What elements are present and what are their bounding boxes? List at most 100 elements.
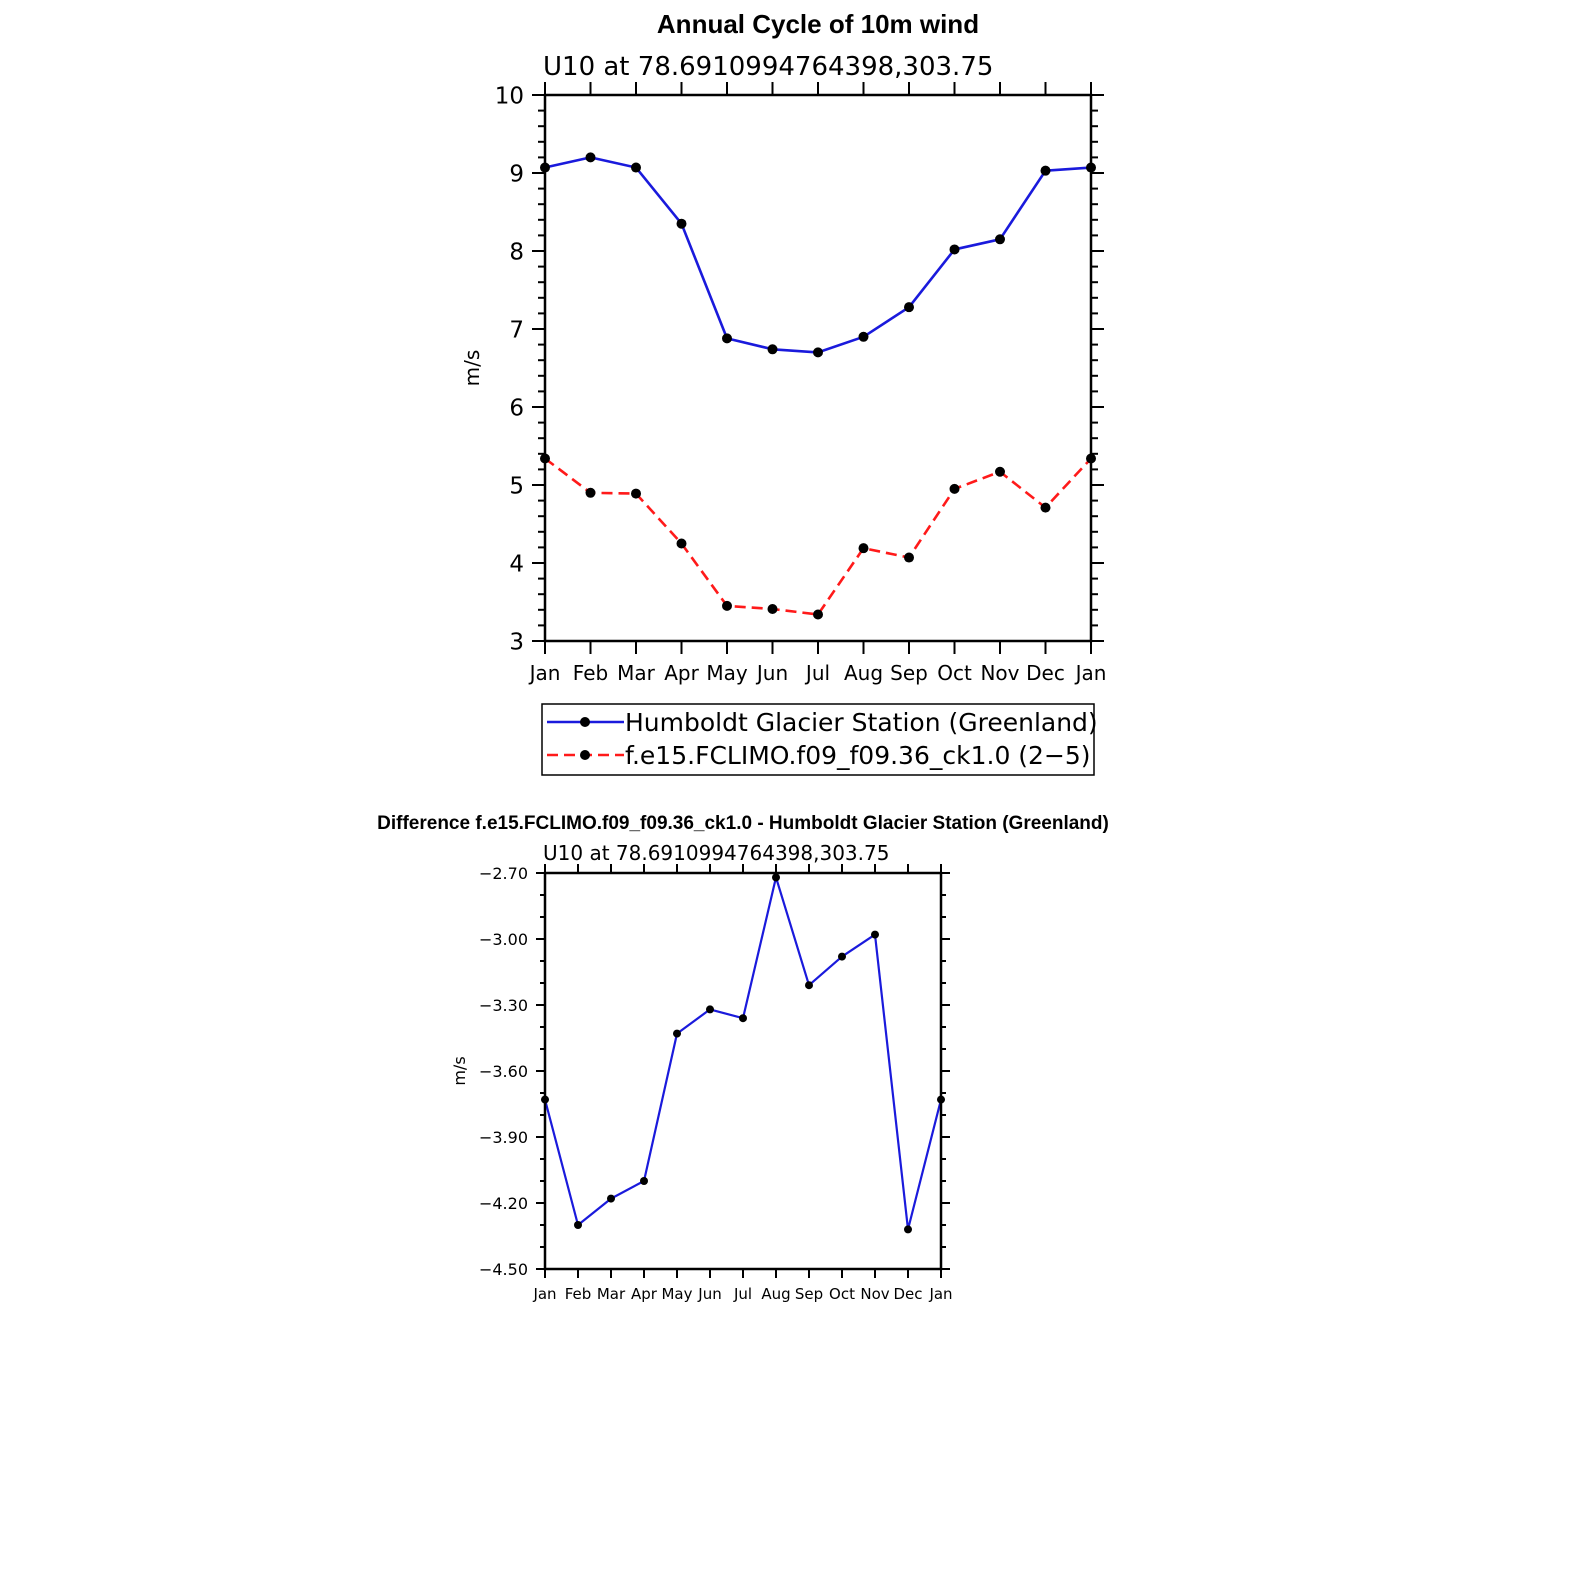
x-tick-label: Jan: [532, 1285, 556, 1303]
chart1-ylabel: m/s: [460, 350, 484, 387]
x-tick-label: May: [661, 1285, 692, 1303]
y-tick-label: −4.50: [479, 1260, 528, 1279]
y-tick-label: −3.90: [479, 1128, 528, 1147]
chart1-ticks: 3 4 5 6 7 8 9 10 Jan Feb Mar Apr May Jun Jul Aug Sep Oct N…: [495, 82, 1107, 685]
legend-box: [541, 703, 1095, 776]
x-tick-label: Nov: [860, 1285, 889, 1303]
chart1-plot-frame: [543, 93, 1093, 643]
x-tick-label: Feb: [573, 661, 608, 685]
x-tick-label: Apr: [631, 1285, 658, 1303]
x-tick-label: Sep: [890, 661, 928, 685]
x-tick-label: Feb: [565, 1285, 592, 1303]
legend-entry: Humboldt Glacier Station (Greenland): [547, 708, 1098, 737]
data-point: [995, 234, 1005, 245]
x-tick-label: Sep: [795, 1285, 823, 1303]
y-tick-label: 10: [495, 83, 524, 109]
y-tick-label: 6: [509, 395, 524, 421]
data-point: [858, 331, 869, 342]
y-tick-label: −3.30: [479, 996, 528, 1015]
x-tick-label: Jun: [697, 1285, 721, 1303]
data-point: [858, 543, 869, 554]
chart1-subtitle: U10 at 78.6910994764398,303.75: [543, 52, 993, 82]
data-point: [1040, 165, 1051, 176]
data-point: [574, 1221, 582, 1229]
data-point: [767, 344, 778, 355]
y-tick-label: 5: [509, 473, 524, 499]
data-point: [640, 1177, 648, 1185]
data-point: [607, 1194, 615, 1203]
x-tick-label: May: [706, 661, 748, 685]
data-point: [585, 152, 596, 163]
data-point: [1040, 502, 1051, 513]
data-point: [813, 347, 823, 358]
x-tick-label: Jan: [928, 1285, 952, 1303]
legend-entry: f.e15.FCLIMO.f09_f09.36_ck1.0 (2−5): [547, 741, 1091, 770]
data-point: [767, 604, 778, 615]
x-tick-label: Jun: [755, 661, 788, 685]
data-point: [739, 1014, 747, 1023]
y-tick-label: −3.00: [479, 930, 528, 949]
chart2-series: [541, 873, 945, 1234]
chart2-plot-frame: [543, 871, 943, 1271]
chart1-legend: Humboldt Glacier Station (Greenland) f.e1…: [541, 703, 1098, 776]
chart2-subtitle: U10 at 78.6910994764398,303.75: [543, 841, 889, 865]
series-line: [544, 156, 1092, 354]
chart1-title: Annual Cycle of 10m wind: [657, 9, 979, 39]
annual-cycle-chart: Annual Cycle of 10m wind U10 at 78.69109…: [460, 9, 1107, 776]
y-tick-label: 9: [509, 161, 524, 187]
data-point: [805, 981, 813, 990]
y-tick-label: 7: [509, 317, 524, 343]
chart2-title: Difference f.e15.FCLIMO.f09_f09.36_ck1.0…: [377, 813, 1109, 834]
data-point: [772, 873, 780, 882]
data-point: [904, 302, 914, 313]
data-point: [722, 333, 732, 344]
data-point: [631, 488, 641, 499]
series-0: [541, 873, 945, 1234]
y-tick-label: 4: [509, 551, 524, 577]
y-tick-label: −2.70: [479, 864, 528, 883]
x-tick-label: Mar: [617, 661, 656, 685]
data-point: [838, 952, 846, 961]
difference-chart: Difference f.e15.FCLIMO.f09_f09.36_ck1.0…: [377, 813, 1109, 1303]
x-tick-label: Dec: [893, 1285, 922, 1303]
data-point: [676, 538, 687, 549]
x-tick-label: Oct: [829, 1285, 855, 1303]
data-point: [871, 930, 879, 939]
data-point: [631, 162, 641, 173]
y-tick-label: 3: [509, 629, 524, 655]
series-line: [543, 876, 943, 1231]
data-point: [722, 600, 732, 611]
data-point: [904, 552, 914, 563]
data-point: [995, 466, 1005, 477]
series-line: [544, 457, 1092, 616]
x-tick-label: Nov: [980, 661, 1019, 685]
data-point: [673, 1029, 681, 1038]
legend-marker: [580, 717, 590, 727]
x-tick-label: Dec: [1026, 661, 1065, 685]
x-tick-label: Jan: [528, 661, 561, 685]
chart1-series: [540, 152, 1096, 620]
data-point: [904, 1225, 912, 1234]
chart2-ticks: −4.50 −4.20 −3.90 −3.60 −3.30 −3.00 −2.70 Jan Fe…: [479, 864, 953, 1303]
data-point: [813, 609, 823, 620]
y-tick-label: −3.60: [479, 1062, 528, 1081]
x-tick-label: Apr: [664, 661, 699, 685]
y-tick-label: 8: [509, 239, 524, 265]
y-tick-label: −4.20: [479, 1194, 528, 1213]
x-tick-label: Oct: [937, 661, 972, 685]
x-tick-label: Aug: [761, 1285, 790, 1303]
data-point: [585, 487, 596, 498]
x-tick-label: Aug: [844, 661, 883, 685]
data-point: [676, 218, 687, 229]
x-tick-label: Jan: [1074, 661, 1107, 685]
series-0: [540, 152, 1096, 358]
chart2-ylabel: m/s: [450, 1056, 469, 1085]
x-tick-label: Jul: [804, 661, 830, 685]
series-1: [540, 453, 1096, 620]
legend-label: Humboldt Glacier Station (Greenland): [625, 708, 1098, 737]
x-tick-label: Jul: [733, 1285, 752, 1303]
x-tick-label: Mar: [597, 1285, 626, 1303]
legend-marker: [580, 750, 590, 760]
data-point: [706, 1005, 714, 1014]
